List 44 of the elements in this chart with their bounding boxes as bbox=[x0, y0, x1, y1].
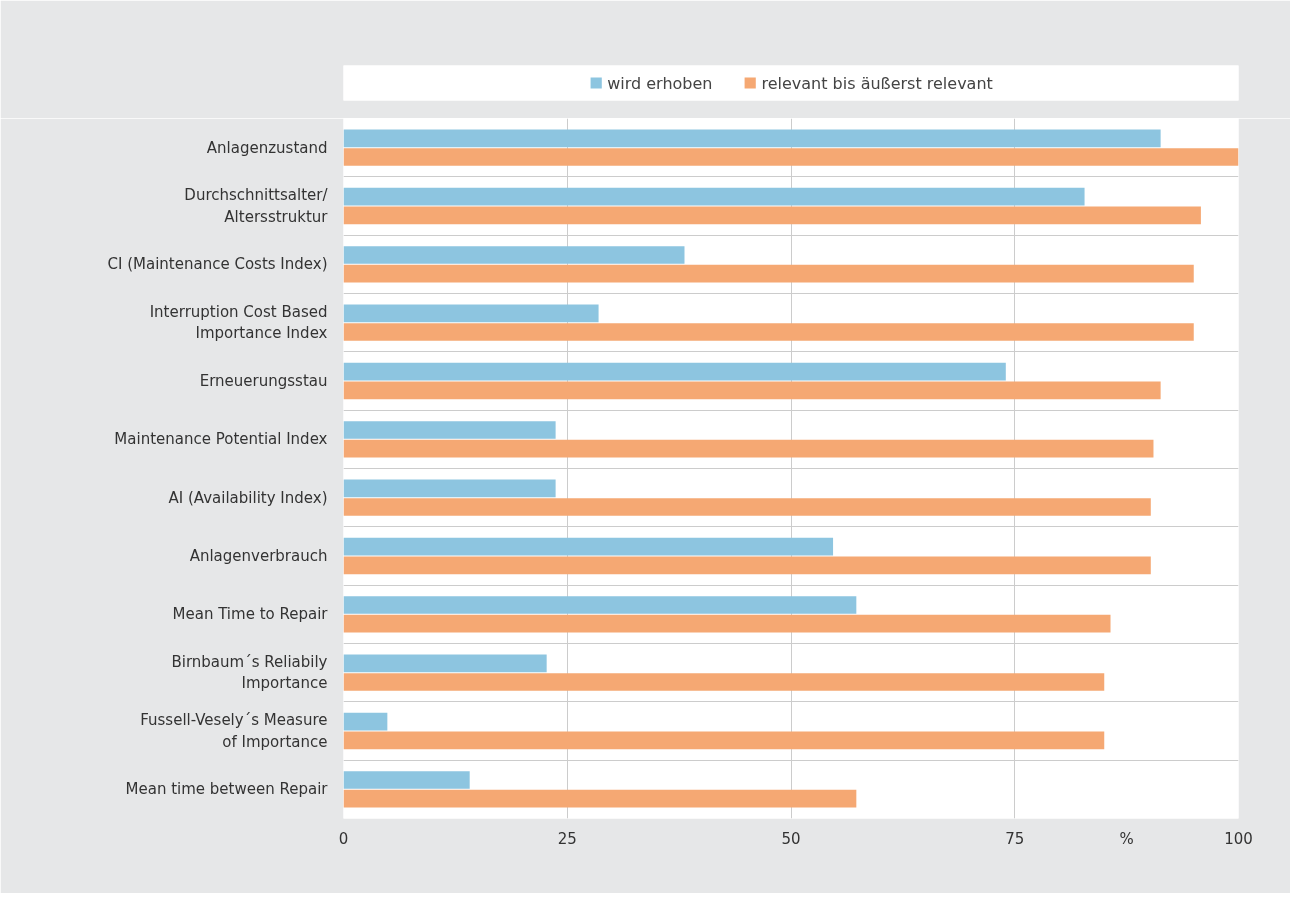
bar bbox=[343, 596, 857, 614]
y-tick-label: Durchschnittsalter/ Altersstruktur bbox=[184, 186, 329, 226]
x-tick-label: 100 bbox=[1224, 829, 1253, 848]
x-tick-label: 25 bbox=[557, 829, 577, 848]
legend-label: relevant bis äußerst relevant bbox=[761, 73, 993, 92]
y-tick-label: Anlagenzustand bbox=[206, 138, 328, 157]
bar bbox=[343, 206, 1201, 225]
bar bbox=[343, 323, 1194, 341]
bar bbox=[343, 479, 556, 498]
x-tick-label: 50 bbox=[781, 829, 801, 848]
bar bbox=[343, 614, 1111, 633]
y-tick-label: Mean Time to Repair bbox=[172, 605, 329, 624]
x-tick-label: % bbox=[1119, 829, 1134, 848]
y-tick-label: Birnbaum´s Reliabily Importance bbox=[171, 652, 328, 693]
bar bbox=[343, 129, 1161, 148]
bar bbox=[343, 537, 834, 556]
bar bbox=[343, 246, 685, 264]
bar bbox=[343, 771, 470, 789]
legend-label: wird erhoben bbox=[607, 73, 713, 92]
bar bbox=[343, 654, 547, 673]
y-tick-label: Maintenance Potential Index bbox=[114, 430, 328, 449]
bar bbox=[343, 498, 1151, 516]
bar bbox=[343, 789, 857, 808]
bar bbox=[343, 264, 1194, 283]
y-tick-label: CI (Maintenance Costs Index) bbox=[107, 255, 328, 274]
bar bbox=[343, 556, 1151, 575]
y-tick-label: AI (Availability Index) bbox=[168, 488, 328, 507]
y-tick-label: Interruption Cost Based Importance Index bbox=[149, 302, 328, 343]
bar bbox=[343, 731, 1105, 750]
bar bbox=[343, 362, 1006, 381]
bar bbox=[343, 712, 388, 731]
bar bbox=[343, 304, 599, 323]
x-tick-label: 0 bbox=[338, 829, 349, 848]
bar bbox=[343, 187, 1085, 206]
bar bbox=[343, 421, 556, 439]
bar bbox=[343, 673, 1105, 691]
bar bbox=[343, 381, 1161, 400]
bar bbox=[343, 439, 1154, 458]
x-tick-label: 75 bbox=[1005, 829, 1025, 848]
y-tick-label: Anlagenverbrauch bbox=[189, 547, 328, 565]
y-tick-label: Mean time between Repair bbox=[125, 780, 329, 799]
bar bbox=[343, 148, 1239, 166]
y-tick-label: Erneuerungsstau bbox=[199, 372, 328, 390]
y-tick-label: Fussell-Vesely´s Measure of Importance bbox=[140, 711, 328, 751]
